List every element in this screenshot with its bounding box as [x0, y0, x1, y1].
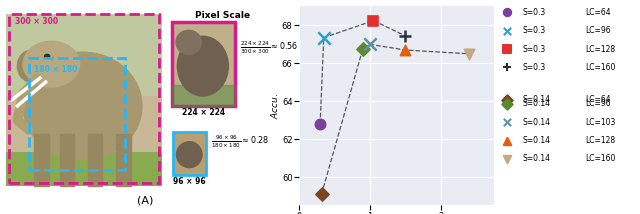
Ellipse shape [23, 52, 142, 160]
Y-axis label: $Accu.$: $Accu.$ [269, 93, 280, 119]
Text: LC=64: LC=64 [585, 95, 611, 104]
Text: S=0.3: S=0.3 [523, 26, 546, 35]
Text: S=0.14: S=0.14 [523, 95, 551, 104]
Point [502, 66, 513, 69]
Point [502, 11, 513, 14]
Ellipse shape [177, 36, 228, 96]
Bar [6, 14, 162, 96]
Text: 300 × 300: 300 × 300 [15, 17, 58, 26]
Point [319, 36, 329, 39]
Text: LC=64: LC=64 [585, 8, 611, 17]
Text: LC=160: LC=160 [585, 63, 616, 72]
Text: (A): (A) [136, 195, 153, 205]
Ellipse shape [45, 54, 50, 58]
Bar [9, 14, 159, 183]
Bar [35, 134, 49, 186]
Text: 224 × 224: 224 × 224 [182, 108, 225, 117]
Text: S=0.3: S=0.3 [523, 8, 546, 17]
Point [368, 19, 378, 22]
Point [502, 102, 513, 106]
Point [400, 34, 410, 37]
Ellipse shape [23, 41, 79, 87]
Text: LC=160: LC=160 [585, 154, 616, 163]
Bar [29, 58, 125, 170]
Text: $\frac{96 \times 96}{180 \times 180} \approx 0.28$: $\frac{96 \times 96}{180 \times 180} \ap… [211, 134, 269, 150]
Text: Pixel Scale: Pixel Scale [195, 11, 250, 20]
Text: S=0.3: S=0.3 [523, 45, 546, 54]
Bar [172, 85, 236, 106]
Point [400, 48, 410, 52]
Point [502, 120, 513, 124]
Text: LC=96: LC=96 [585, 100, 611, 108]
Text: S=0.14: S=0.14 [523, 154, 551, 163]
Bar [116, 134, 131, 186]
Bar [173, 132, 205, 175]
Ellipse shape [17, 50, 45, 82]
Text: 96 × 96: 96 × 96 [173, 177, 205, 186]
Bar [6, 14, 162, 186]
Bar [172, 22, 236, 106]
Text: LC=96: LC=96 [585, 26, 611, 35]
Text: S=0.14: S=0.14 [523, 100, 551, 108]
Bar [60, 134, 74, 186]
Text: S=0.14: S=0.14 [523, 118, 551, 127]
Point [502, 157, 513, 160]
Text: LC=128: LC=128 [585, 136, 615, 145]
Point [502, 29, 513, 32]
Text: S=0.14: S=0.14 [523, 136, 551, 145]
Bar [88, 134, 102, 186]
Text: 180 × 180: 180 × 180 [35, 65, 77, 74]
Point [502, 139, 513, 142]
Text: S=0.3: S=0.3 [523, 63, 546, 72]
Ellipse shape [177, 142, 202, 168]
Point [316, 192, 326, 196]
Point [365, 43, 375, 46]
Point [358, 47, 368, 51]
Point [315, 122, 325, 126]
Text: LC=128: LC=128 [585, 45, 615, 54]
Ellipse shape [176, 30, 202, 54]
Point [502, 98, 513, 101]
Text: LC=103: LC=103 [585, 118, 616, 127]
Bar [6, 152, 162, 186]
Text: $\frac{224 \times 224}{300 \times 300} \approx 0.56$: $\frac{224 \times 224}{300 \times 300} \… [239, 40, 298, 56]
Point [464, 52, 474, 55]
Point [502, 47, 513, 51]
